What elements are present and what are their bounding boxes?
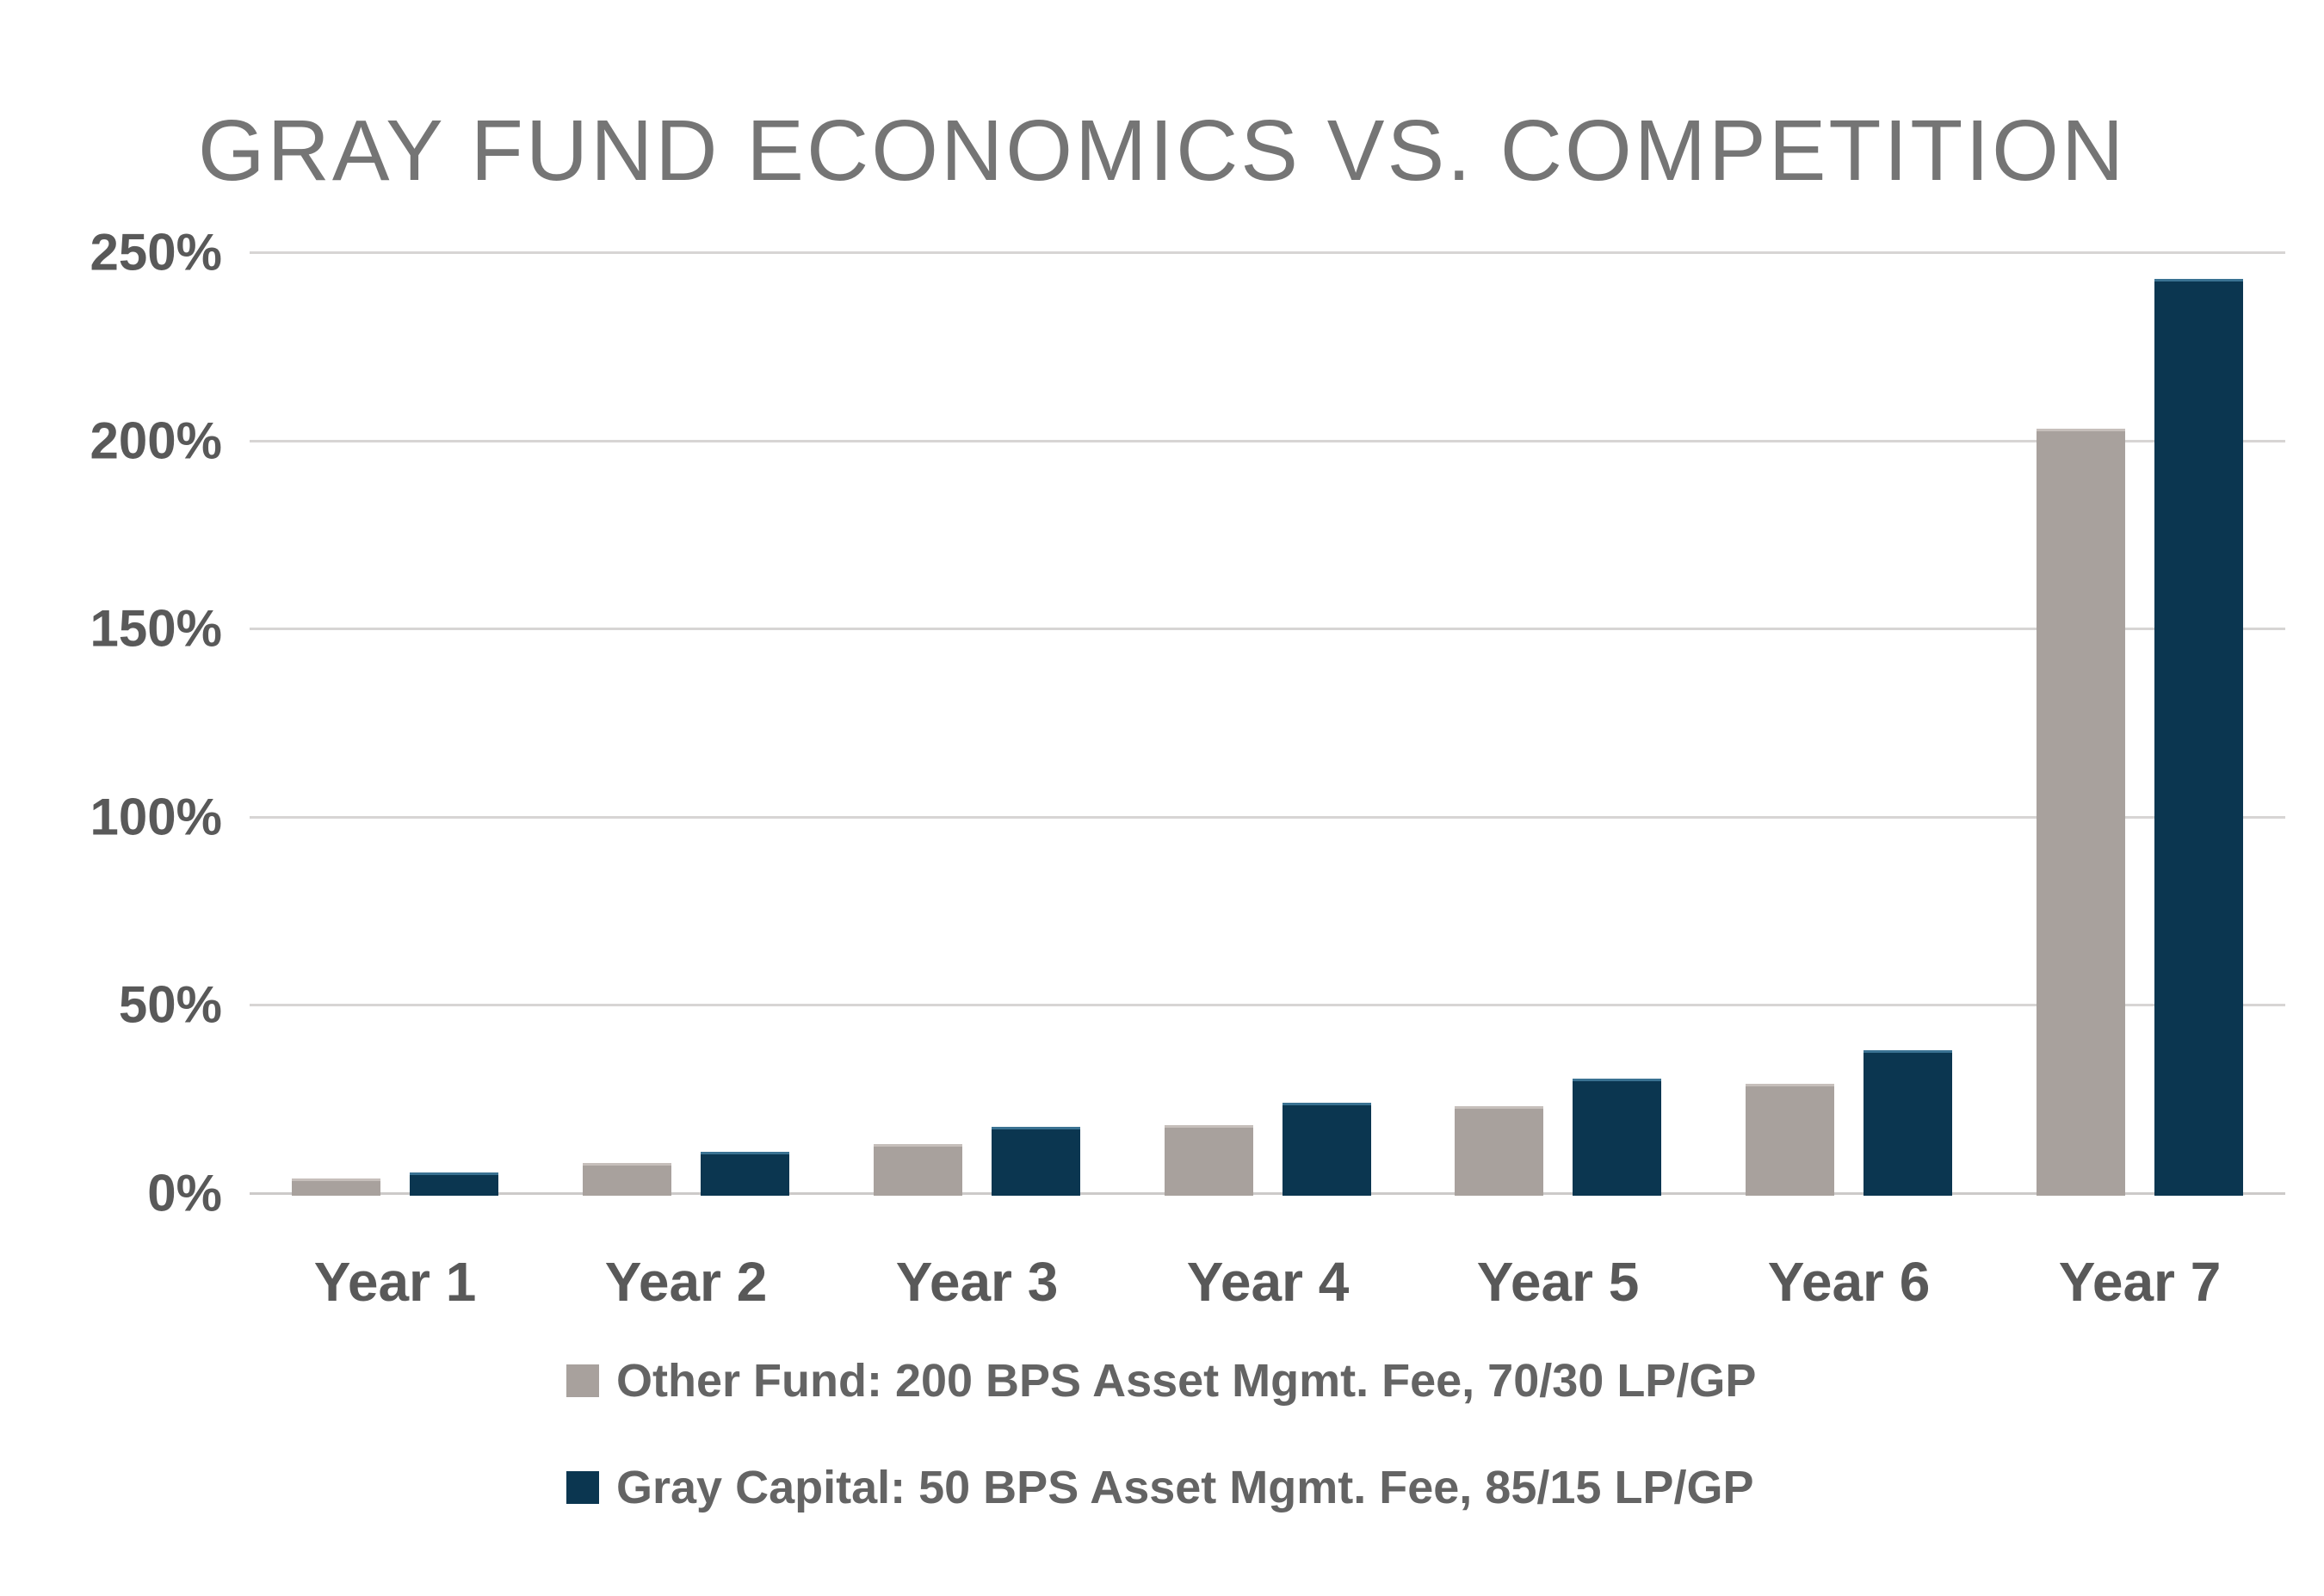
bar-other-fund-year-4 <box>1165 1125 1253 1196</box>
bar-other-fund-year-3 <box>874 1144 962 1196</box>
x-tick-label-year-2: Year 2 <box>604 1251 768 1313</box>
legend-swatch-gray-capital <box>566 1471 599 1504</box>
y-tick-label-50pct: 50% <box>118 975 222 1034</box>
bar-other-fund-year-1 <box>292 1178 380 1196</box>
gridline-150pct <box>250 628 2285 631</box>
y-tick-label-150pct: 150% <box>90 599 222 658</box>
y-tick-label-100pct: 100% <box>90 788 222 846</box>
x-tick-label-year-1: Year 1 <box>313 1251 477 1313</box>
bar-other-fund-year-2 <box>583 1163 671 1196</box>
bar-gray-capital-year-6 <box>1864 1050 1952 1196</box>
x-tick-label-year-6: Year 6 <box>1767 1251 1931 1313</box>
legend-item-other-fund: Other Fund: 200 BPS Asset Mgmt. Fee, 70/… <box>566 1350 1756 1412</box>
legend: Other Fund: 200 BPS Asset Mgmt. Fee, 70/… <box>566 1350 1756 1563</box>
bar-gray-capital-year-7 <box>2154 279 2243 1196</box>
legend-label-gray-capital: Gray Capital: 50 BPS Asset Mgmt. Fee, 85… <box>616 1462 1754 1513</box>
y-tick-label-200pct: 200% <box>90 411 222 470</box>
y-tick-label-0pct: 0% <box>147 1164 222 1222</box>
x-tick-label-year-4: Year 4 <box>1186 1251 1350 1313</box>
gridline-100pct <box>250 815 2285 819</box>
legend-item-gray-capital: Gray Capital: 50 BPS Asset Mgmt. Fee, 85… <box>566 1457 1756 1519</box>
bar-gray-capital-year-2 <box>701 1152 789 1196</box>
x-tick-label-year-5: Year 5 <box>1476 1251 1640 1313</box>
gridline-0pct <box>250 1192 2285 1195</box>
gridline-200pct <box>250 439 2285 442</box>
bar-other-fund-year-7 <box>2037 429 2125 1196</box>
legend-swatch-other-fund <box>566 1364 599 1397</box>
chart-title: GRAY FUND ECONOMICS VS. COMPETITION <box>197 102 2127 199</box>
bar-gray-capital-year-5 <box>1573 1079 1661 1196</box>
bar-gray-capital-year-4 <box>1283 1103 1371 1196</box>
bar-gray-capital-year-1 <box>410 1172 498 1196</box>
y-tick-label-250pct: 250% <box>90 223 222 281</box>
bar-other-fund-year-6 <box>1746 1084 1834 1196</box>
legend-label-other-fund: Other Fund: 200 BPS Asset Mgmt. Fee, 70/… <box>616 1355 1757 1407</box>
bar-gray-capital-year-3 <box>992 1127 1080 1196</box>
gridline-250pct <box>250 251 2285 254</box>
gridline-50pct <box>250 1004 2285 1007</box>
x-tick-label-year-7: Year 7 <box>2058 1251 2222 1313</box>
bar-other-fund-year-5 <box>1455 1106 1543 1196</box>
x-tick-label-year-3: Year 3 <box>895 1251 1059 1313</box>
